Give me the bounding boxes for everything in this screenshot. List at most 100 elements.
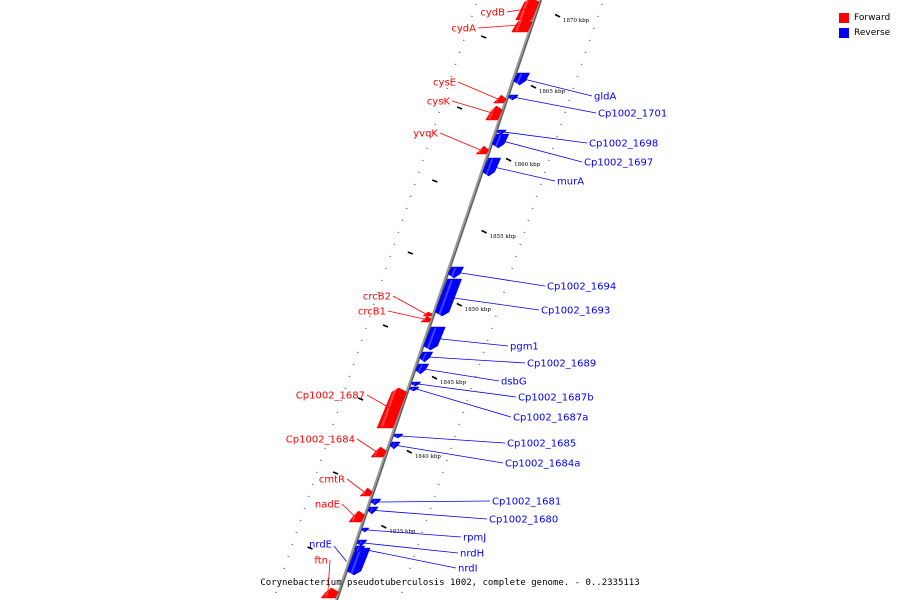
leader-line (515, 97, 597, 114)
leader-line (457, 81, 498, 100)
ruler-dot (372, 303, 375, 305)
ruler-dot (478, 363, 481, 365)
gene-cyda[interactable] (511, 17, 533, 33)
gene-label[interactable]: gldA (594, 92, 616, 103)
ruler-dot (409, 195, 412, 197)
gene-label[interactable]: Cp1002_1685 (507, 439, 576, 450)
leader-line (503, 131, 588, 144)
gene-label[interactable]: Cp1002_1687 (296, 391, 365, 402)
gene-highlight (421, 352, 427, 362)
gene-crcb2[interactable] (422, 311, 433, 317)
gene-nrdi[interactable] (354, 545, 366, 553)
ruler-dot (450, 75, 453, 77)
leader-line (327, 559, 331, 594)
gene-yvqk[interactable] (475, 145, 490, 155)
gene-label[interactable]: Cp1002_1698 (589, 139, 658, 150)
ruler-dot (572, 87, 575, 89)
gene-ftn[interactable] (320, 587, 339, 599)
gene-cydb[interactable] (515, 0, 540, 21)
gene-label[interactable]: Cp1002_1687b (518, 393, 594, 404)
gene-rpmj[interactable] (361, 527, 370, 533)
gene-label[interactable]: Cp1002_1681 (492, 497, 561, 508)
gene-label[interactable]: Cp1002_1701 (598, 109, 667, 120)
gene-cp1002-1687[interactable] (376, 387, 407, 429)
gene-label[interactable]: nrdE (309, 540, 332, 551)
tick-label: 1840 kbp (415, 454, 442, 460)
gene-cp1002-1693[interactable] (434, 278, 463, 317)
ruler-dot (385, 267, 388, 269)
gene-label[interactable]: crcB1 (358, 307, 386, 318)
gene-cp1002-1698[interactable] (496, 129, 507, 135)
gene-crcb1[interactable] (420, 315, 432, 323)
gene-label[interactable]: Cp1002_1694 (547, 282, 616, 293)
legend-forward-label: Forward (854, 12, 891, 23)
tick-mark (407, 251, 414, 255)
gene-label[interactable]: crcB2 (363, 292, 391, 303)
ruler-dot (547, 159, 550, 161)
gene-cysk[interactable] (485, 105, 503, 121)
gene-label[interactable]: Cp1002_1680 (489, 515, 558, 526)
gene-cp1002-1701[interactable] (508, 94, 519, 101)
ruler-dot (454, 63, 457, 65)
gene-cp1002-1689[interactable] (419, 351, 434, 363)
gene-highlight (426, 327, 437, 350)
gene-label[interactable]: cysE (433, 78, 456, 89)
ruler-dot (474, 375, 477, 377)
gene-nrdh[interactable] (356, 539, 368, 547)
gene-cp1002-1687b[interactable] (410, 381, 422, 387)
gene-cp1002-1687a[interactable] (409, 386, 420, 392)
gene-cp1002-1681[interactable] (370, 498, 382, 506)
gene-label[interactable]: cmtR (319, 475, 345, 486)
gene-cp1002-1697[interactable] (491, 133, 510, 149)
gene-label[interactable]: Cp1002_1687a (513, 413, 588, 424)
gene-label[interactable]: pgm1 (510, 342, 539, 353)
gene-label[interactable]: ftn (314, 556, 328, 567)
gene-label[interactable]: Cp1002_1697 (584, 158, 653, 169)
ruler-dot (470, 15, 473, 17)
gene-label[interactable]: cysK (427, 97, 451, 108)
gene-label[interactable]: dsbG (501, 377, 527, 388)
gene-nrde[interactable] (346, 547, 371, 576)
gene-label[interactable]: nrdH (460, 549, 484, 560)
ruler-dot (503, 291, 505, 293)
gene-label[interactable]: Cp1002_1684 (286, 435, 355, 446)
ruler-dot (458, 423, 460, 425)
gene-label[interactable]: Cp1002_1684a (505, 459, 580, 470)
gene-label[interactable]: cydA (451, 24, 476, 35)
gene-label[interactable]: Cp1002_1689 (527, 359, 596, 370)
gene-label[interactable]: nadE (315, 500, 340, 511)
gene-pgm1[interactable] (423, 326, 446, 351)
ruler-dot (356, 351, 359, 353)
ruler-dot (319, 459, 322, 461)
leader-line (366, 394, 390, 409)
gene-cp1002-1684[interactable] (370, 446, 387, 458)
gene-cp1002-1680[interactable] (367, 506, 379, 515)
gene-cyse[interactable] (492, 94, 507, 104)
tick-label: 1855 kbp (490, 234, 517, 240)
gene-label[interactable]: yvqK (413, 129, 438, 140)
gene-cmtr[interactable] (359, 487, 373, 497)
gene-nade[interactable] (348, 510, 366, 523)
gene-label[interactable]: rpmJ (463, 533, 486, 544)
ruler-dot (405, 579, 407, 581)
gene-label[interactable]: murA (557, 177, 584, 188)
gene-cp1002-1685[interactable] (393, 433, 404, 439)
ruler-dot (397, 231, 400, 233)
gene-label[interactable]: nrdI (458, 564, 478, 575)
gene-dsbg[interactable] (415, 363, 430, 375)
ruler-dot (360, 339, 363, 341)
ruler-dot (486, 339, 489, 341)
gene-mura[interactable] (482, 157, 502, 177)
tick-label: 1850 kbp (465, 307, 492, 313)
tick-label: 1845 kbp (440, 380, 467, 386)
ruler-dot (596, 15, 599, 17)
ruler-dot (580, 63, 583, 65)
gene-label[interactable]: cydB (480, 8, 505, 19)
ruler-dot (531, 207, 534, 209)
gene-glda[interactable] (513, 72, 531, 86)
reverse-swatch (839, 27, 849, 38)
ruler-dot (311, 483, 314, 485)
gene-cp1002-1694[interactable] (447, 266, 465, 279)
gene-label[interactable]: Cp1002_1693 (541, 306, 610, 317)
gene-cp1002-1684a[interactable] (389, 441, 401, 450)
